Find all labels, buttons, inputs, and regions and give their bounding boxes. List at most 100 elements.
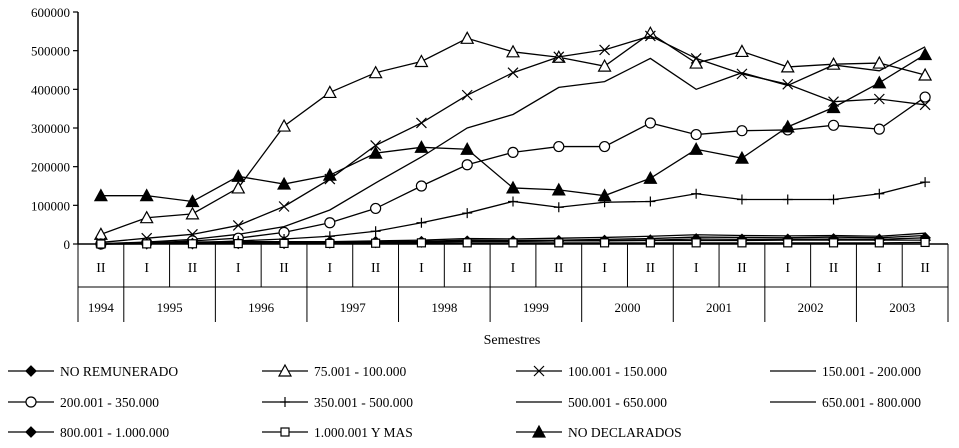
series-4 (95, 91, 931, 250)
data-point (598, 140, 611, 153)
x-tick-label: I (694, 261, 699, 276)
x-tick-label: II (646, 261, 656, 276)
data-point (553, 140, 565, 153)
x-tick-label: II (554, 261, 564, 276)
data-point (278, 201, 290, 212)
y-tick-label: 200000 (31, 160, 70, 175)
legend-item: 1.000.001 Y MAS (262, 425, 413, 440)
data-point (508, 238, 518, 248)
y-tick-label: 600000 (31, 5, 70, 20)
y-axis: 0 100000 200000 300000 400000 500000 600000 (31, 5, 79, 252)
legend-label: 1.000.001 Y MAS (314, 425, 413, 440)
data-point (920, 237, 930, 248)
y-tick-label: 0 (64, 237, 71, 252)
data-point (918, 47, 933, 61)
data-point (828, 194, 839, 205)
x-tick-label: II (279, 261, 289, 276)
legend-item: 75.001 - 100.000 (262, 363, 406, 379)
series-line (100, 46, 926, 245)
data-point (185, 206, 200, 220)
data-point (690, 128, 702, 141)
legend-label: 150.001 - 200.000 (822, 364, 921, 379)
data-point (783, 238, 793, 248)
data-point (873, 123, 885, 135)
series-10 (93, 47, 933, 208)
data-point (736, 68, 748, 80)
data-point (691, 188, 702, 199)
data-point (645, 238, 655, 248)
data-point (187, 239, 198, 249)
x-tick-label: II (829, 261, 839, 276)
data-point (368, 145, 383, 159)
data-point (322, 167, 337, 181)
legend-item: 650.001 - 800.000 (770, 395, 921, 410)
legend-label: 650.001 - 800.000 (822, 395, 921, 410)
data-point (920, 177, 931, 188)
x-tick-label: I (328, 261, 333, 276)
data-point (414, 140, 429, 153)
legend-item: 200.001 - 350.000 (8, 395, 159, 410)
data-point (554, 238, 564, 248)
y-tick-label: 100000 (31, 198, 70, 213)
data-point (919, 91, 931, 103)
legend-label: 100.001 - 150.000 (568, 364, 667, 379)
x-tick-label: II (188, 261, 198, 276)
data-point (460, 142, 475, 155)
data-point (645, 196, 656, 207)
legend: NO REMUNERADO 75.001 - 100.000 100.001 - 1… (8, 363, 921, 440)
y-tick-label: 400000 (31, 82, 70, 97)
series-2 (95, 30, 931, 248)
data-point (416, 217, 427, 228)
data-point (370, 226, 381, 237)
data-point (325, 238, 335, 249)
x-tick-label: II (920, 261, 930, 276)
data-point (780, 119, 795, 133)
data-point (734, 150, 749, 164)
data-point (736, 125, 748, 137)
data-point (507, 146, 519, 158)
data-point (599, 238, 610, 248)
x-tick-label: II (371, 261, 381, 276)
legend-item: NO DECLARADOS (516, 424, 682, 440)
x-axis-label: Semestres (484, 333, 541, 348)
x-tick-label: I (785, 261, 790, 276)
data-point (505, 180, 521, 194)
data-point (233, 239, 243, 249)
legend-item: 800.001 - 1.000.000 (8, 425, 169, 440)
y-tick-label: 300000 (31, 121, 70, 136)
data-point (827, 119, 840, 131)
data-point (644, 30, 656, 42)
legend-label: 200.001 - 350.000 (60, 395, 159, 410)
data-point (368, 65, 383, 79)
data-point (322, 85, 337, 99)
legend-label: 500.001 - 650.000 (568, 395, 667, 410)
x-tick-label: II (737, 261, 747, 276)
data-point (553, 51, 565, 63)
legend-label: 75.001 - 100.000 (314, 364, 406, 379)
data-point (737, 238, 747, 248)
x-tick-label: I (144, 261, 149, 276)
data-point (553, 202, 564, 213)
data-point (231, 169, 246, 182)
legend-item: 100.001 - 150.000 (516, 364, 667, 379)
data-point (782, 78, 794, 90)
data-point (185, 194, 200, 208)
year-label: 1994 (88, 300, 115, 315)
data-point (690, 52, 702, 64)
data-point (828, 238, 839, 248)
data-point (643, 171, 658, 184)
x-tick-label: II (463, 261, 473, 276)
data-point (461, 159, 473, 171)
data-point (462, 238, 472, 248)
year-label: 2003 (889, 300, 915, 315)
data-point (277, 176, 292, 190)
x-tick-label: II (96, 261, 106, 276)
year-label: 2002 (798, 300, 824, 315)
data-point (142, 239, 152, 249)
data-point (918, 67, 933, 81)
data-point (873, 93, 885, 105)
legend-label: NO DECLARADOS (568, 425, 682, 440)
data-point (416, 238, 427, 248)
x-tick-label: I (877, 261, 882, 276)
